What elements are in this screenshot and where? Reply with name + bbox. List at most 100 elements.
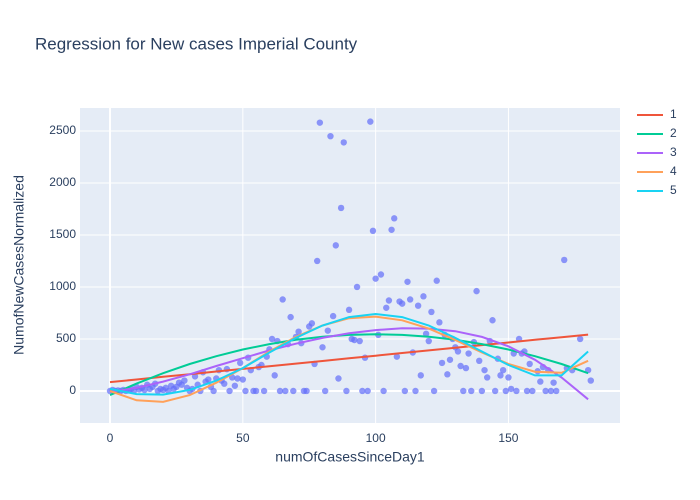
- scatter-point: [436, 319, 443, 326]
- scatter-point: [327, 132, 334, 140]
- scatter-point: [377, 271, 385, 278]
- scatter-point: [476, 357, 483, 365]
- scatter-point: [438, 359, 446, 367]
- scatter-point: [369, 227, 377, 235]
- scatter-point: [462, 364, 470, 372]
- scatter-point: [313, 257, 321, 265]
- scatter-point: [308, 320, 316, 327]
- scatter-point: [553, 387, 560, 395]
- scatter-point: [359, 387, 366, 395]
- scatter-point: [239, 376, 247, 383]
- scatter-point: [547, 387, 555, 395]
- y-tick-label: 500: [56, 331, 76, 345]
- scatter-point: [234, 375, 241, 382]
- scatter-point: [383, 304, 390, 311]
- legend-label[interactable]: 2: [670, 126, 677, 140]
- y-tick-label: 2000: [49, 175, 76, 189]
- scatter-point: [446, 356, 454, 363]
- scatter-point: [576, 335, 584, 343]
- scatter-point: [231, 382, 239, 389]
- scatter-point: [335, 375, 342, 382]
- scatter-point: [319, 344, 326, 351]
- legend-label[interactable]: 4: [670, 164, 677, 178]
- scatter-point: [303, 387, 310, 395]
- scatter-point: [523, 387, 531, 395]
- scatter-point: [236, 359, 244, 367]
- scatter-point: [507, 385, 515, 393]
- scatter-point: [526, 360, 533, 368]
- scatter-point: [290, 387, 297, 395]
- scatter-point: [351, 336, 358, 344]
- scatter-point: [343, 387, 350, 395]
- chart-title: Regression for New cases Imperial County: [35, 34, 358, 53]
- scatter-point: [276, 387, 284, 395]
- regression-line: [109, 333, 589, 397]
- scatter-point: [529, 387, 536, 395]
- scatter-point: [401, 387, 409, 395]
- scatter-point: [393, 353, 401, 360]
- y-tick-label: 1000: [49, 279, 76, 293]
- scatter-point: [279, 296, 286, 303]
- scatter-point: [329, 312, 337, 320]
- scatter-point: [478, 387, 486, 395]
- scatter-point: [412, 387, 419, 395]
- regression-line: [109, 312, 589, 396]
- scatter-point: [542, 387, 549, 395]
- scatter-point: [430, 387, 438, 395]
- scatter-point: [537, 378, 544, 385]
- scatter-point: [460, 387, 467, 395]
- y-tick-label: 1500: [49, 227, 76, 241]
- scatter-point: [385, 297, 393, 304]
- scatter-point: [406, 296, 414, 303]
- x-tick-label: 150: [498, 431, 518, 445]
- legend-label[interactable]: 1: [670, 107, 677, 121]
- scatter-point: [505, 374, 512, 381]
- scatter-point: [321, 387, 329, 395]
- regression-line: [109, 327, 589, 401]
- scatter-point: [444, 371, 451, 378]
- scatter-point: [205, 376, 212, 383]
- scatter-point: [433, 277, 440, 284]
- scatter-point: [287, 313, 294, 321]
- scatter-point: [271, 372, 278, 379]
- x-axis-title: numOfCasesSinceDay1: [275, 449, 425, 465]
- scatter-point: [242, 387, 249, 395]
- scatter-point: [420, 293, 427, 300]
- scatter-point: [398, 300, 406, 307]
- scatter-point: [260, 387, 268, 395]
- legend-label[interactable]: 5: [670, 183, 677, 197]
- scatter-point: [497, 372, 504, 379]
- scatter-point: [425, 337, 432, 345]
- scatter-point: [345, 306, 353, 314]
- scatter-point: [417, 372, 424, 379]
- scatter-point: [367, 118, 374, 125]
- x-tick-label: 50: [236, 431, 250, 445]
- scatter-point: [210, 387, 217, 395]
- scatter-point: [141, 386, 148, 394]
- scatter-point: [465, 350, 472, 357]
- scatter-point: [513, 387, 520, 395]
- y-tick-label: 0: [69, 383, 76, 397]
- scatter-point: [372, 275, 379, 282]
- scatter-point: [481, 366, 488, 374]
- scatter-point: [550, 379, 557, 386]
- scatter-point: [226, 387, 233, 395]
- y-tick-label: 2500: [49, 123, 76, 137]
- scatter-point: [502, 387, 509, 395]
- scatter-point: [483, 374, 491, 381]
- scatter-point: [316, 119, 324, 126]
- scatter-point: [587, 377, 594, 384]
- scatter-point: [181, 377, 188, 384]
- marks: [106, 118, 594, 403]
- y-axis-title: NumofNewCasesNormalized: [11, 175, 27, 355]
- scatter-point: [489, 317, 496, 324]
- scatter-point: [388, 226, 395, 233]
- x-tick-label: 0: [107, 431, 114, 445]
- scatter-point: [268, 335, 276, 343]
- scatter-point: [404, 278, 411, 285]
- scatter-point: [353, 283, 361, 291]
- scatter-point: [340, 139, 347, 146]
- legend-label[interactable]: 3: [670, 145, 677, 159]
- scatter-point: [364, 387, 371, 395]
